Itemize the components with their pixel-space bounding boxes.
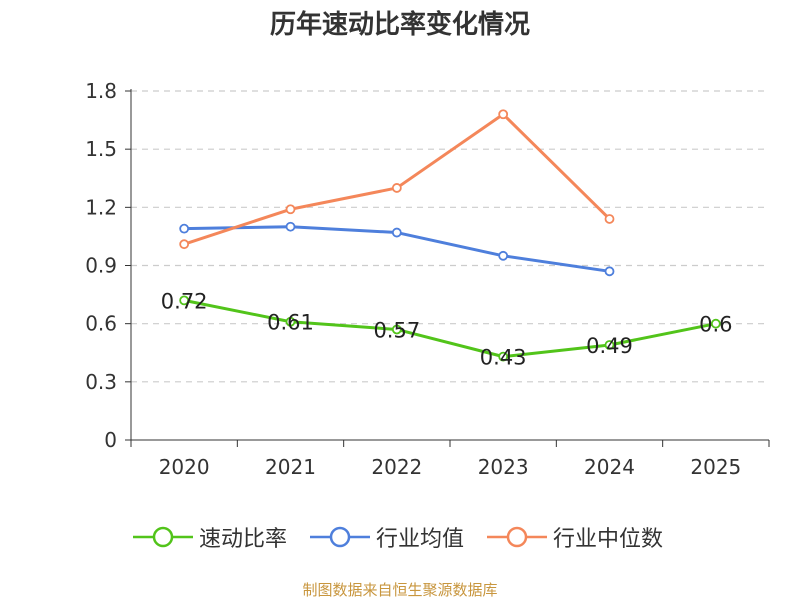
data-point-1 <box>179 223 190 234</box>
data-point-0 <box>604 340 615 350</box>
y-tick-label: 1.2 <box>85 195 117 219</box>
data-point-0 <box>498 351 509 362</box>
legend-item-industry-mean[interactable]: 行业均值 <box>310 522 464 552</box>
legend-swatch-icon <box>310 526 370 548</box>
x-tick-label: 2025 <box>690 455 741 479</box>
y-tick-label: 1.5 <box>85 137 117 161</box>
source-note: 制图数据来自恒生聚源数据库 <box>302 581 498 599</box>
legend-label: 行业均值 <box>376 527 465 552</box>
data-point-2 <box>604 214 615 224</box>
data-point-1 <box>285 221 296 232</box>
data-point-2 <box>285 204 296 215</box>
y-tick-label: 0.6 <box>85 312 117 336</box>
legend-item-quick-ratio[interactable]: 速动比率 <box>133 522 287 552</box>
legend-label: 行业中位数 <box>553 527 664 552</box>
data-label: 0.6 <box>699 313 732 337</box>
chart-title: 历年速动比率变化情况 <box>269 10 530 40</box>
x-tick-label: 2020 <box>159 455 210 479</box>
legend-item-industry-median[interactable]: 行业中位数 <box>487 522 663 552</box>
legend-swatch-icon <box>133 526 193 548</box>
data-point-0 <box>285 316 296 327</box>
data-point-2 <box>391 183 402 193</box>
data-point-0 <box>179 295 190 306</box>
y-tick-label: 1.8 <box>85 79 117 103</box>
y-tick-label: 0.9 <box>85 254 117 278</box>
legend-swatch-icon <box>487 526 547 548</box>
data-label: 0.72 <box>161 289 208 313</box>
x-tick-label: 2022 <box>371 455 422 479</box>
data-label: 0.49 <box>586 334 633 358</box>
y-tick-label: 0 <box>104 428 117 452</box>
data-point-1 <box>498 250 509 261</box>
x-tick-label: 2023 <box>478 455 529 479</box>
data-point-0 <box>391 324 402 335</box>
legend-label: 速动比率 <box>199 527 288 552</box>
data-point-1 <box>604 266 615 277</box>
data-point-1 <box>391 227 402 238</box>
data-label: 0.57 <box>373 318 420 342</box>
x-tick-label: 2024 <box>584 455 635 479</box>
x-tick-label: 2021 <box>265 455 316 479</box>
series-line-0 <box>183 298 717 359</box>
data-point-0 <box>710 318 721 329</box>
data-label: 0.43 <box>480 346 527 370</box>
data-point-2 <box>179 239 190 250</box>
data-point-2 <box>498 109 509 120</box>
data-label: 0.61 <box>267 311 314 335</box>
series-line-2 <box>183 112 611 246</box>
y-tick-label: 0.3 <box>85 370 117 394</box>
